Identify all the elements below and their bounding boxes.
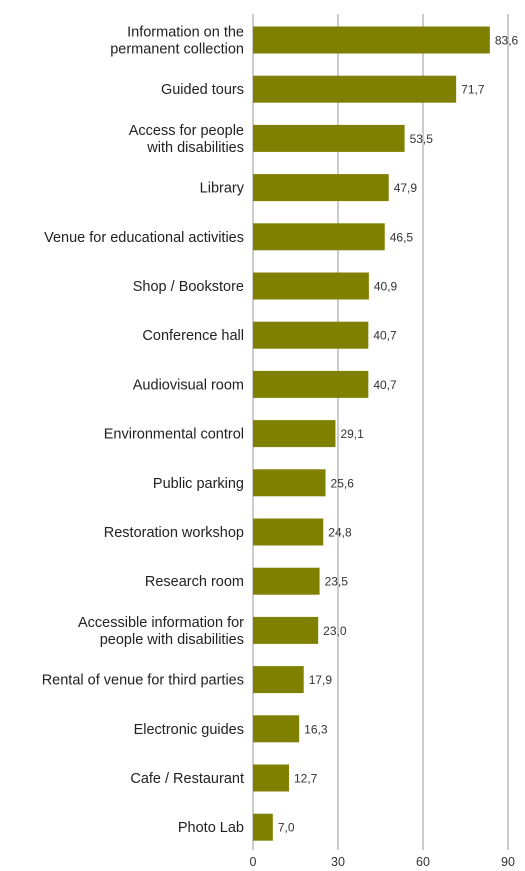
bar xyxy=(253,567,320,595)
category-label: Conference hall xyxy=(142,328,244,344)
bar xyxy=(253,420,336,448)
data-label: 40,9 xyxy=(374,280,398,294)
category-label-line: Electronic guides xyxy=(134,722,244,738)
data-label: 23,0 xyxy=(323,624,347,638)
bar xyxy=(253,616,319,644)
bar xyxy=(253,26,490,54)
bar xyxy=(253,174,389,202)
bar xyxy=(253,764,289,792)
category-label: Photo Lab xyxy=(178,820,244,836)
bar xyxy=(253,124,405,152)
bars xyxy=(253,26,490,841)
data-label: 7,0 xyxy=(278,821,295,835)
category-label: Shop / Bookstore xyxy=(133,279,244,295)
category-label-line: with disabilities xyxy=(146,140,244,156)
category-label: Electronic guides xyxy=(134,722,244,738)
category-label: Guided tours xyxy=(161,82,244,98)
category-label: Library xyxy=(200,181,245,197)
x-tick-label: 0 xyxy=(250,855,257,869)
category-label: Access for people with disabilities xyxy=(129,123,244,156)
category-label-line: Accessible information for xyxy=(78,615,244,631)
data-label: 40,7 xyxy=(373,378,397,392)
data-label: 53,5 xyxy=(410,132,434,146)
category-label-line: Photo Lab xyxy=(178,820,244,836)
category-label-line: Shop / Bookstore xyxy=(133,279,244,295)
data-label: 16,3 xyxy=(304,722,328,736)
category-label-line: Environmental control xyxy=(104,427,244,443)
bar xyxy=(253,469,326,497)
category-label: Information on the permanent collection xyxy=(110,25,244,58)
category-label-line: Public parking xyxy=(153,476,244,492)
bar xyxy=(253,370,369,398)
category-label-line: people with disabilities xyxy=(100,632,244,648)
category-label-line: permanent collection xyxy=(110,42,244,58)
bar xyxy=(253,223,385,251)
category-label: Research room xyxy=(145,574,244,590)
bar xyxy=(253,321,369,349)
category-label-line: Cafe / Restaurant xyxy=(130,771,244,787)
x-axis-ticks: 0 30 60 90 xyxy=(250,855,515,869)
bar xyxy=(253,518,324,546)
data-label: 47,9 xyxy=(394,181,418,195)
category-label: Accessible information for people with di… xyxy=(78,615,244,648)
category-label-line: Library xyxy=(200,181,245,197)
data-label: 24,8 xyxy=(328,526,352,540)
category-label: Audiovisual room xyxy=(133,377,244,393)
category-label-line: Conference hall xyxy=(142,328,244,344)
data-label: 29,1 xyxy=(340,427,364,441)
bar xyxy=(253,813,273,841)
category-label-line: Information on the xyxy=(127,25,244,41)
data-label: 71,7 xyxy=(461,83,485,97)
data-label: 46,5 xyxy=(390,230,414,244)
data-label: 23,5 xyxy=(325,575,349,589)
category-label-line: Guided tours xyxy=(161,82,244,98)
category-label-line: Rental of venue for third parties xyxy=(42,673,244,689)
bar xyxy=(253,75,457,103)
category-label-line: Restoration workshop xyxy=(104,525,244,541)
value-labels: 83,6 71,7 53,5 47,9 46,5 40,9 40,7 40,7 29,1 25,6… xyxy=(278,34,519,835)
category-label: Rental of venue for third parties xyxy=(42,673,244,689)
data-label: 17,9 xyxy=(309,673,333,687)
data-label: 83,6 xyxy=(495,34,519,48)
category-label-line: Access for people xyxy=(129,123,244,139)
category-label-line: Audiovisual room xyxy=(133,377,244,393)
x-tick-label: 90 xyxy=(501,855,515,869)
data-label: 40,7 xyxy=(373,329,397,343)
category-label: Venue for educational activities xyxy=(44,230,244,246)
x-tick-label: 30 xyxy=(331,855,345,869)
bar xyxy=(253,272,369,300)
category-label-line: Research room xyxy=(145,574,244,590)
category-label: Cafe / Restaurant xyxy=(130,771,244,787)
bar xyxy=(253,715,300,743)
category-label-line: Venue for educational activities xyxy=(44,230,244,246)
category-label: Public parking xyxy=(153,476,244,492)
category-label: Environmental control xyxy=(104,427,244,443)
data-label: 12,7 xyxy=(294,772,318,786)
bar xyxy=(253,666,304,694)
category-labels: Information on the permanent collection Gu… xyxy=(42,25,245,837)
x-tick-label: 60 xyxy=(416,855,430,869)
data-label: 25,6 xyxy=(331,476,355,490)
category-label: Restoration workshop xyxy=(104,525,244,541)
